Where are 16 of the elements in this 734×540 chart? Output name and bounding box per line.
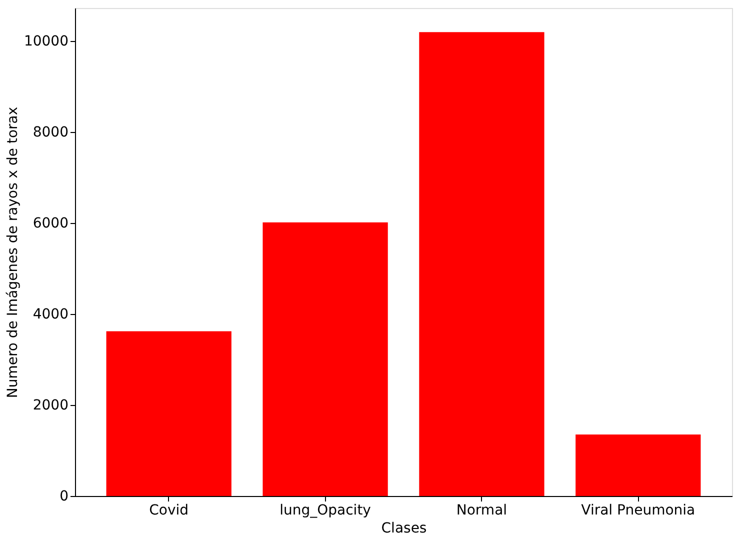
x-axis-title: Clases (381, 520, 427, 536)
x-tick-label: Normal (456, 502, 508, 518)
x-tick-label: Viral Pneumonia (581, 502, 696, 518)
y-tick-label: 10000 (24, 33, 68, 50)
bar (419, 32, 544, 496)
x-tick-label: lung_Opacity (280, 502, 371, 518)
y-axis-title: Numero de Imágenes de rayos x de torax (4, 106, 21, 398)
bar (576, 434, 701, 496)
bar (106, 331, 232, 496)
bar (262, 222, 388, 496)
y-tick-label: 0 (60, 488, 68, 504)
x-tick-label: Covid (149, 502, 189, 518)
y-tick-label: 4000 (32, 306, 68, 322)
y-tick-label: 2000 (32, 397, 68, 414)
y-tick-label: 6000 (32, 215, 68, 232)
y-tick-label: 8000 (32, 124, 68, 140)
